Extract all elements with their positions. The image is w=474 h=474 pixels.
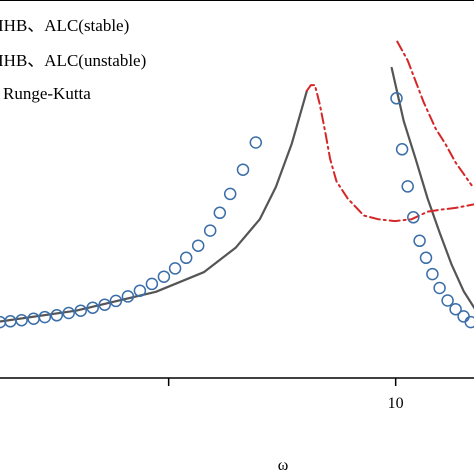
runge-kutta-point	[213, 206, 227, 220]
runge-kutta-point	[98, 298, 111, 311]
runge-kutta-point	[449, 302, 462, 316]
legend: IHB、ALC(stable) IHB、ALC(unstable) Runge-…	[0, 16, 146, 103]
runge-kutta-point	[50, 309, 64, 322]
runge-kutta-point	[191, 239, 205, 252]
runge-kutta-point	[62, 306, 75, 320]
runge-kutta-point	[407, 211, 420, 224]
runge-kutta-point	[179, 251, 193, 265]
runge-kutta-point	[457, 310, 470, 323]
runge-kutta-point	[401, 180, 414, 193]
legend-label-stable: IHB、ALC(stable)	[0, 16, 129, 35]
runge-kutta-point	[433, 281, 446, 295]
x-axis-label: ω	[278, 457, 289, 474]
runge-kutta-point	[390, 92, 403, 105]
x-axis-ticks: 10	[167, 378, 404, 412]
runge-kutta-point	[168, 262, 182, 275]
runge-kutta-markers	[0, 92, 474, 329]
runge-kutta-point	[38, 310, 52, 324]
runge-kutta-point	[27, 312, 40, 325]
runge-kutta-point	[133, 284, 147, 297]
runge-kutta-point	[203, 224, 217, 237]
x-tick-label: 10	[388, 395, 404, 412]
runge-kutta-point	[74, 304, 87, 317]
legend-label-runge-kutta: Runge-Kutta	[3, 84, 91, 103]
runge-kutta-point	[395, 143, 409, 156]
runge-kutta-point	[15, 313, 28, 327]
stable-branch-curve	[390, 66, 474, 310]
runge-kutta-point	[86, 301, 99, 314]
runge-kutta-point	[223, 187, 237, 201]
series-layer	[0, 40, 474, 323]
runge-kutta-point	[236, 163, 250, 176]
runge-kutta-point	[249, 136, 263, 149]
runge-kutta-point	[121, 290, 135, 303]
runge-kutta-point	[419, 251, 433, 265]
stable-branch-curve	[0, 89, 308, 323]
unstable-branch-curve	[305, 84, 474, 223]
unstable-branch-curve	[396, 40, 473, 187]
legend-label-unstable: IHB、ALC(unstable)	[0, 51, 146, 70]
runge-kutta-point	[109, 294, 123, 308]
runge-kutta-point	[157, 270, 171, 283]
runge-kutta-point	[464, 315, 474, 329]
runge-kutta-point	[145, 277, 159, 291]
runge-kutta-point	[426, 267, 439, 281]
runge-kutta-point	[441, 294, 454, 307]
runge-kutta-point	[413, 234, 426, 248]
